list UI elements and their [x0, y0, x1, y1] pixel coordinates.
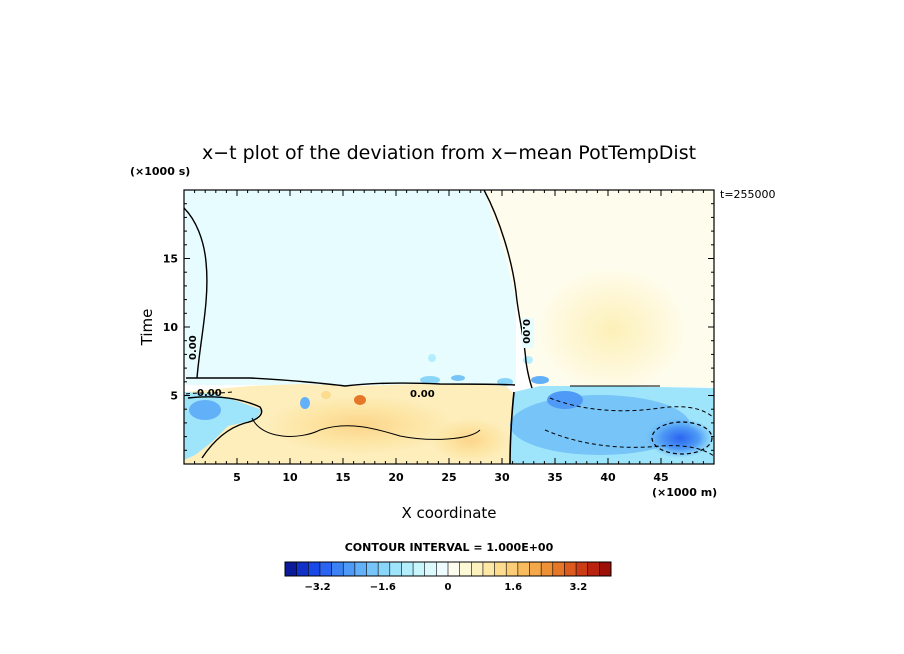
- region-lower-left-core-2: [430, 418, 510, 462]
- x-tick-label: 10: [282, 471, 298, 484]
- colorbar-swatch: [576, 562, 589, 576]
- x-tick-label: 5: [233, 471, 241, 484]
- time-annotation: t=255000: [720, 188, 776, 201]
- colorbar-swatch: [552, 562, 565, 576]
- colorbar-swatch: [354, 562, 367, 576]
- x-tick-label: 45: [653, 471, 668, 484]
- colorbar-frame: [284, 561, 612, 577]
- colorbar-swatch: [413, 562, 426, 576]
- contour-label-left-vertical: 0.00: [188, 335, 199, 360]
- y-axis-unit: (×1000 s): [130, 165, 190, 178]
- x-tick-label: 20: [388, 471, 404, 484]
- colorbar-swatch: [541, 562, 554, 576]
- region-upper-left: [184, 190, 516, 385]
- contour-lines: [184, 190, 714, 464]
- y-axis-ticks: 5 10 15: [163, 203, 714, 451]
- colorbar-swatch: [506, 562, 519, 576]
- colorbar-swatch: [308, 562, 321, 576]
- colorbar-tick-label: 3.2: [570, 582, 588, 593]
- colorbar-swatch: [448, 562, 460, 576]
- boundary-noise: [300, 354, 549, 409]
- colorbar-tick-label: −3.2: [305, 582, 331, 593]
- y-tick-label: 15: [163, 253, 178, 266]
- colorbar-tick-label: −1.6: [370, 582, 396, 593]
- colorbar-swatch: [296, 562, 309, 576]
- contour-label-middle: 0.00: [410, 389, 435, 400]
- contour-dashed-cold-core: [651, 421, 713, 455]
- x-tick-label: 30: [494, 471, 510, 484]
- colorbar-swatch: [378, 562, 391, 576]
- y-axis-label: Time: [138, 309, 156, 347]
- contour-zero-horizontal: [186, 377, 516, 387]
- contour-dashed-left: [185, 391, 233, 395]
- x-tick-label: 35: [547, 471, 562, 484]
- colorbar-swatch: [564, 562, 577, 576]
- heatmap-field: [184, 190, 714, 464]
- x-axis-unit: (×1000 m): [652, 486, 717, 499]
- colorbar-swatch: [319, 562, 332, 576]
- colorbar-swatch: [343, 562, 356, 576]
- contour-label-right-vertical: 0.00: [520, 319, 531, 344]
- contour-zero-lower-left: [187, 396, 263, 459]
- region-lower-right-mid: [510, 395, 690, 455]
- colorbar-swatch: [366, 562, 379, 576]
- contour-interval-label: CONTOUR INTERVAL = 1.000E+00: [345, 541, 554, 554]
- colorbar-tick-label: 1.6: [504, 582, 522, 593]
- contour-label-group: 0.00 0.00 0.00 0.00: [185, 318, 534, 400]
- chart-title: x−t plot of the deviation from x−mean Po…: [202, 142, 696, 164]
- contour-dashed-mid: [549, 397, 714, 419]
- colorbar-swatch: [459, 562, 472, 576]
- x-tick-label: 15: [335, 471, 350, 484]
- x-axis-ticks: 5 10 15 20 25 30 35 40 45: [194, 190, 704, 484]
- colorbar-swatch: [471, 562, 484, 576]
- colorbar-swatch: [285, 562, 297, 576]
- colorbar-swatch: [599, 562, 612, 576]
- region-lower-right-core-2: [547, 391, 583, 409]
- region-upper-right-core: [537, 268, 687, 392]
- y-tick-label: 5: [170, 390, 178, 403]
- y-tick-label: 10: [163, 321, 179, 334]
- colorbar-swatch: [517, 562, 530, 576]
- colorbar-swatch: [494, 562, 507, 576]
- x-axis-label: X coordinate: [401, 504, 496, 522]
- colorbar: −3.2 −1.6 0 1.6 3.2: [284, 561, 612, 593]
- colorbar-tick-label: 0: [445, 582, 452, 593]
- x-tick-label: 40: [600, 471, 616, 484]
- contour-dashed-lower: [544, 429, 714, 457]
- region-lower-right-core: [646, 418, 714, 458]
- contour-zero-lower-right: [509, 391, 515, 464]
- colorbar-swatch: [482, 562, 495, 576]
- colorbar-swatch: [529, 562, 542, 576]
- region-lower-left-core: [265, 395, 455, 455]
- contour-zero-right-vertical: [483, 190, 533, 389]
- colorbar-swatch: [401, 562, 414, 576]
- colorbar-swatch: [424, 562, 437, 576]
- colorbar-swatch: [389, 562, 402, 576]
- x-tick-label: 25: [441, 471, 456, 484]
- contour-zero-left-vertical: [184, 207, 208, 379]
- colorbar-swatch: [331, 562, 344, 576]
- colorbar-swatch: [436, 562, 449, 576]
- contour-label-left-horizontal: 0.00: [197, 388, 222, 399]
- colorbar-swatch: [587, 562, 600, 576]
- contour-one-lower-left: [251, 417, 481, 440]
- left-cold-spot: [189, 400, 221, 420]
